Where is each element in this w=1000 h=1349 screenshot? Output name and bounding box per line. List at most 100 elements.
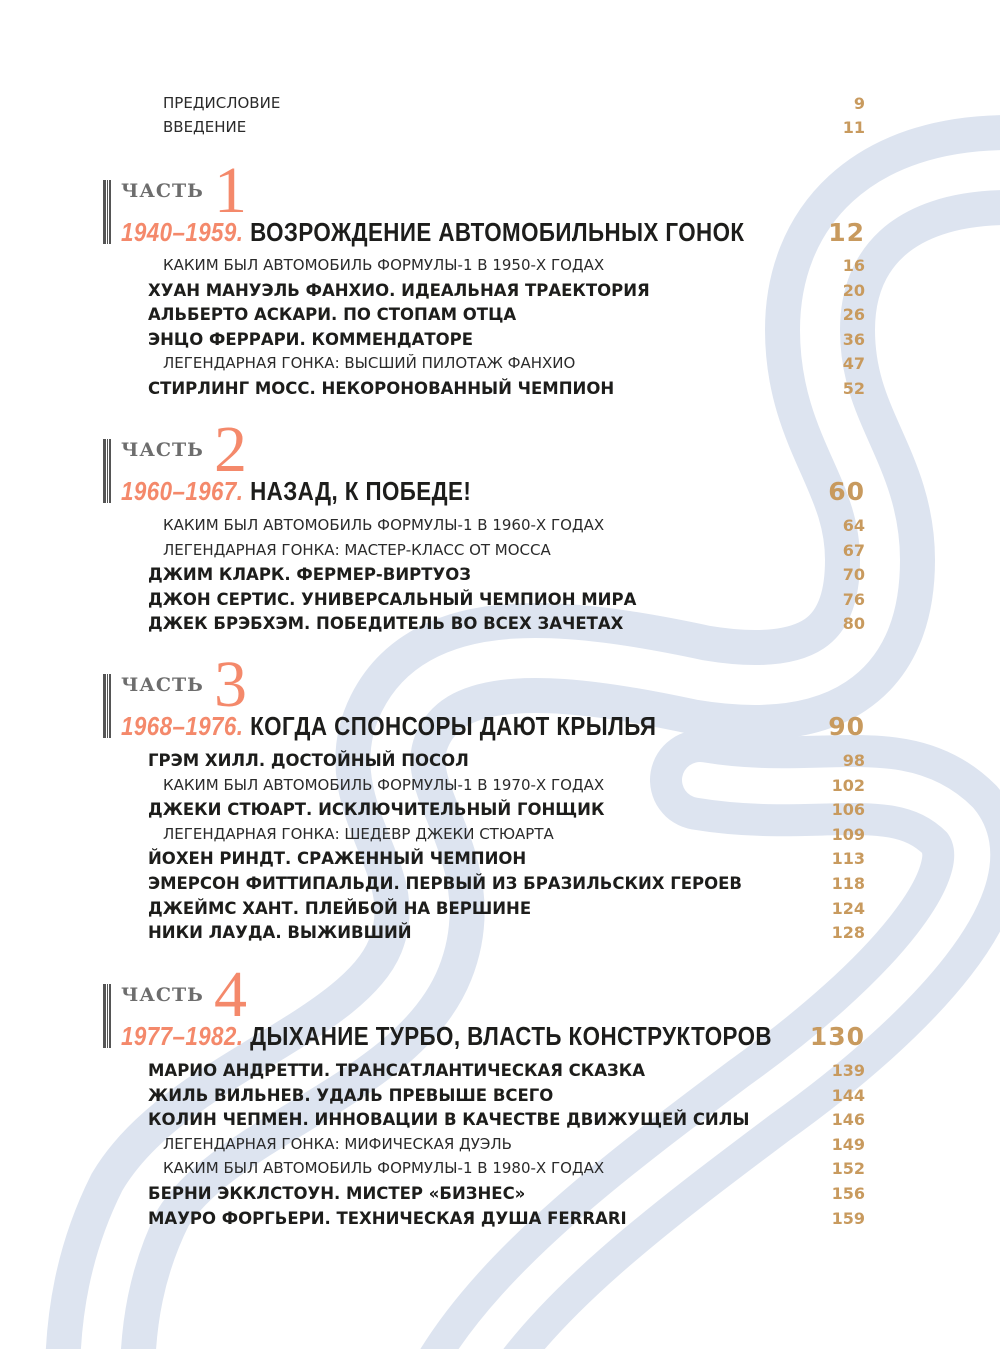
part-label: ЧАСТЬ: [121, 439, 204, 461]
toc-entry[interactable]: ДЖЕЙМС ХАНТ. ПЛЕЙБОЙ НА ВЕРШИНЕ 124: [0, 899, 1000, 923]
entry-title: ЖИЛЬ ВИЛЬНЕВ. УДАЛЬ ПРЕВЫШЕ ВСЕГО: [148, 1085, 554, 1105]
entry-page-number: 144: [831, 1085, 865, 1105]
part-years: 1977–1982.: [121, 1021, 244, 1051]
part-years: 1968–1976.: [121, 711, 244, 741]
toc-entry[interactable]: КОЛИН ЧЕПМЕН. ИННОВАЦИИ В КАЧЕСТВЕ ДВИЖУ…: [0, 1110, 1000, 1134]
toc-entry[interactable]: КАКИМ БЫЛ АВТОМОБИЛЬ ФОРМУЛЫ-1 В 1960-Х …: [0, 516, 1000, 540]
entry-title: СТИРЛИНГ МОСС. НЕКОРОНОВАННЫЙ ЧЕМПИОН: [148, 379, 615, 398]
part-page-number: 12: [828, 218, 865, 247]
toc-entry[interactable]: ЛЕГЕНДАРНАЯ ГОНКА: ШЕДЕВР ДЖЕКИ СТЮАРТА 1…: [0, 825, 1000, 849]
toc-entry[interactable]: КАКИМ БЫЛ АВТОМОБИЛЬ ФОРМУЛЫ-1 В 1970-Х …: [0, 776, 1000, 800]
entry-page-number: 64: [842, 516, 865, 535]
entry-title: ДЖЕЙМС ХАНТ. ПЛЕЙБОЙ НА ВЕРШИНЕ: [148, 898, 532, 918]
entry-title: МАРИО АНДРЕТТИ. ТРАНСАТЛАНТИЧЕСКАЯ СКАЗК…: [148, 1061, 646, 1080]
toc-entry[interactable]: МАУРО ФОРГЬЕРИ. ТЕХНИЧЕСКАЯ ДУША FERRARI…: [0, 1209, 1000, 1233]
toc-entry[interactable]: БЕРНИ ЭККЛСТОУН. МИСТЕР «БИЗНЕС» 156: [0, 1184, 1000, 1208]
toc-entry[interactable]: ЖИЛЬ ВИЛЬНЕВ. УДАЛЬ ПРЕВЫШЕ ВСЕГО 144: [0, 1086, 1000, 1110]
entry-page-number: 118: [831, 874, 865, 893]
toc-entry[interactable]: ДЖЕКИ СТЮАРТ. ИСКЛЮЧИТЕЛЬНЫЙ ГОНЩИК 106: [0, 800, 1000, 824]
part-title: ВОЗРОЖДЕНИЕ АВТОМОБИЛЬНЫХ ГОНОК: [250, 217, 745, 247]
part-divider-bars: [103, 180, 111, 244]
entry-title: КОЛИН ЧЕПМЕН. ИННОВАЦИИ В КАЧЕСТВЕ ДВИЖУ…: [148, 1110, 750, 1130]
part-years: 1940–1959.: [121, 217, 244, 247]
entry-page-number: 80: [842, 614, 865, 634]
toc-entry[interactable]: ГРЭМ ХИЛЛ. ДОСТОЙНЫЙ ПОСОЛ 98: [0, 751, 1000, 775]
entry-title: ДЖОН СЕРТИС. УНИВЕРСАЛЬНЫЙ ЧЕМПИОН МИРА: [148, 589, 637, 609]
entry-page-number: 36: [842, 329, 865, 349]
entry-page-number: 67: [842, 540, 865, 560]
toc-entry[interactable]: ЛЕГЕНДАРНАЯ ГОНКА: ВЫСШИЙ ПИЛОТАЖ ФАНХИО…: [0, 354, 1000, 378]
entry-title: ДЖЕК БРЭБХЭМ. ПОБЕДИТЕЛЬ ВО ВСЕХ ЗАЧЕТАХ: [148, 614, 624, 634]
entry-title: ВВЕДЕНИЕ: [163, 118, 247, 136]
entry-title: ГРЭМ ХИЛЛ. ДОСТОЙНЫЙ ПОСОЛ: [148, 751, 469, 770]
toc-entry[interactable]: ЭНЦО ФЕРРАРИ. КОММЕНДАТОРЕ 36: [0, 330, 1000, 354]
entry-title: ЛЕГЕНДАРНАЯ ГОНКА: МАСТЕР-КЛАСС ОТ МОССА: [163, 540, 551, 559]
entry-title: ПРЕДИСЛОВИЕ: [163, 94, 281, 112]
entry-page-number: 20: [842, 280, 865, 300]
entry-page-number: 26: [842, 305, 865, 325]
entry-title: КАКИМ БЫЛ АВТОМОБИЛЬ ФОРМУЛЫ-1 В 1980-Х …: [163, 1159, 605, 1178]
part-heading[interactable]: 1968–1976. КОГДА СПОНСОРЫ ДАЮТ КРЫЛЬЯ: [121, 711, 656, 742]
entry-page-number: 106: [831, 800, 865, 820]
part-divider-bars: [103, 984, 111, 1048]
entry-page-number: 9: [853, 94, 865, 113]
entry-page-number: 146: [831, 1110, 865, 1130]
entry-title: ЙОХЕН РИНДТ. СРАЖЕННЫЙ ЧЕМПИОН: [148, 849, 527, 869]
entry-title: НИКИ ЛАУДА. ВЫЖИВШИЙ: [148, 923, 412, 943]
part-number: 2: [214, 413, 247, 486]
entry-page-number: 52: [842, 379, 865, 398]
entry-page-number: 98: [842, 751, 865, 770]
toc-entry[interactable]: ХУАН МАНУЭЛЬ ФАНХИО. ИДЕАЛЬНАЯ ТРАЕКТОРИ…: [0, 281, 1000, 305]
entry-title: ЭНЦО ФЕРРАРИ. КОММЕНДАТОРЕ: [148, 329, 474, 349]
toc-entry[interactable]: ЙОХЕН РИНДТ. СРАЖЕННЫЙ ЧЕМПИОН 113: [0, 849, 1000, 873]
part-years: 1960–1967.: [121, 476, 244, 506]
toc-entry[interactable]: ЛЕГЕНДАРНАЯ ГОНКА: МИФИЧЕСКАЯ ДУЭЛЬ 149: [0, 1135, 1000, 1159]
toc-entry[interactable]: ДЖОН СЕРТИС. УНИВЕРСАЛЬНЫЙ ЧЕМПИОН МИРА 7…: [0, 590, 1000, 614]
part-number: 3: [214, 648, 247, 721]
toc-entry[interactable]: МАРИО АНДРЕТТИ. ТРАНСАТЛАНТИЧЕСКАЯ СКАЗК…: [0, 1061, 1000, 1085]
toc-entry[interactable]: ПРЕДИСЛОВИЕ 9: [0, 94, 1000, 118]
entry-title: МАУРО ФОРГЬЕРИ. ТЕХНИЧЕСКАЯ ДУША FERRARI: [148, 1208, 627, 1228]
entry-page-number: 109: [831, 824, 865, 844]
part-heading[interactable]: 1960–1967. НАЗАД, К ПОБЕДЕ!: [121, 476, 471, 507]
part-heading[interactable]: 1977–1982. ДЫХАНИЕ ТУРБО, ВЛАСТЬ КОНСТРУ…: [121, 1021, 772, 1052]
toc-entry[interactable]: СТИРЛИНГ МОСС. НЕКОРОНОВАННЫЙ ЧЕМПИОН 52: [0, 379, 1000, 403]
part-title: ДЫХАНИЕ ТУРБО, ВЛАСТЬ КОНСТРУКТОРОВ: [250, 1021, 772, 1051]
toc-entry[interactable]: КАКИМ БЫЛ АВТОМОБИЛЬ ФОРМУЛЫ-1 В 1980-Х …: [0, 1159, 1000, 1183]
part-number: 4: [214, 958, 247, 1031]
part-divider-bars: [103, 439, 111, 503]
entry-page-number: 76: [842, 589, 865, 609]
entry-page-number: 102: [831, 775, 865, 795]
entry-title: АЛЬБЕРТО АСКАРИ. ПО СТОПАМ ОТЦА: [148, 305, 517, 325]
entry-page-number: 139: [831, 1061, 865, 1080]
entry-title: ЭМЕРСОН ФИТТИПАЛЬДИ. ПЕРВЫЙ ИЗ БРАЗИЛЬСК…: [148, 874, 742, 893]
toc-entry[interactable]: ЛЕГЕНДАРНАЯ ГОНКА: МАСТЕР-КЛАСС ОТ МОССА…: [0, 541, 1000, 565]
toc-entry[interactable]: КАКИМ БЫЛ АВТОМОБИЛЬ ФОРМУЛЫ-1 В 1950-Х …: [0, 256, 1000, 280]
entry-title: ЛЕГЕНДАРНАЯ ГОНКА: МИФИЧЕСКАЯ ДУЭЛЬ: [163, 1134, 512, 1153]
entry-title: КАКИМ БЫЛ АВТОМОБИЛЬ ФОРМУЛЫ-1 В 1950-Х …: [163, 256, 605, 274]
part-page-number: 90: [828, 712, 865, 741]
toc-entry[interactable]: ДЖЕК БРЭБХЭМ. ПОБЕДИТЕЛЬ ВО ВСЕХ ЗАЧЕТАХ…: [0, 614, 1000, 638]
entry-page-number: 47: [842, 354, 865, 374]
toc-entry[interactable]: АЛЬБЕРТО АСКАРИ. ПО СТОПАМ ОТЦА 26: [0, 305, 1000, 329]
entry-title: ЛЕГЕНДАРНАЯ ГОНКА: ШЕДЕВР ДЖЕКИ СТЮАРТА: [163, 824, 554, 843]
part-heading[interactable]: 1940–1959. ВОЗРОЖДЕНИЕ АВТОМОБИЛЬНЫХ ГОН…: [121, 217, 745, 248]
entry-page-number: 149: [831, 1134, 865, 1154]
toc-entry[interactable]: ВВЕДЕНИЕ 11: [0, 118, 1000, 142]
entry-page-number: 128: [831, 923, 865, 943]
toc-entry[interactable]: НИКИ ЛАУДА. ВЫЖИВШИЙ 128: [0, 923, 1000, 947]
entry-page-number: 152: [831, 1159, 865, 1179]
toc-entry[interactable]: ДЖИМ КЛАРК. ФЕРМЕР-ВИРТУОЗ 70: [0, 565, 1000, 589]
part-page-number: 130: [809, 1022, 865, 1051]
part-label: ЧАСТЬ: [121, 180, 204, 202]
part-title: НАЗАД, К ПОБЕДЕ!: [250, 476, 472, 506]
part-page-number: 60: [828, 477, 865, 506]
entry-title: КАКИМ БЫЛ АВТОМОБИЛЬ ФОРМУЛЫ-1 В 1970-Х …: [163, 775, 605, 794]
entry-title: ДЖЕКИ СТЮАРТ. ИСКЛЮЧИТЕЛЬНЫЙ ГОНЩИК: [148, 800, 605, 820]
toc-entry[interactable]: ЭМЕРСОН ФИТТИПАЛЬДИ. ПЕРВЫЙ ИЗ БРАЗИЛЬСК…: [0, 874, 1000, 898]
entry-title: КАКИМ БЫЛ АВТОМОБИЛЬ ФОРМУЛЫ-1 В 1960-Х …: [163, 516, 605, 534]
part-label: ЧАСТЬ: [121, 984, 204, 1006]
part-label: ЧАСТЬ: [121, 674, 204, 696]
